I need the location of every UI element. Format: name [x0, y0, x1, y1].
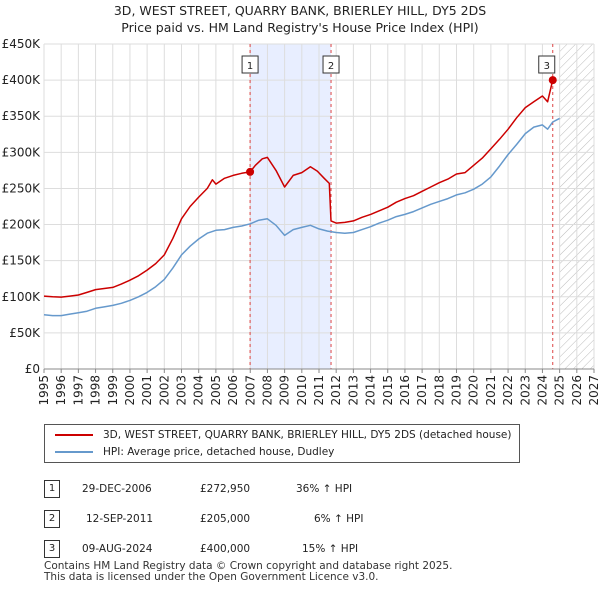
x-tick-label: 2014	[364, 375, 378, 406]
sale-price: £205,000	[200, 513, 251, 525]
chart-title: 3D, WEST STREET, QUARRY BANK, BRIERLEY H…	[113, 3, 487, 18]
sale-point	[548, 76, 557, 85]
sale-label-box: 3	[538, 55, 556, 74]
sale-hpi: 6% ↑ HPI	[314, 513, 364, 525]
x-tick-label: 2025	[553, 375, 567, 406]
sale-number: 3	[44, 540, 60, 558]
x-tick-label: 2013	[346, 375, 360, 406]
legend-entry-price: 3D, WEST STREET, QUARRY BANK, BRIERLEY H…	[55, 427, 511, 443]
sale-label-rect	[241, 55, 259, 74]
sale-price: £272,950	[200, 483, 251, 495]
x-tick-label: 2019	[450, 375, 464, 406]
footer-license: This data is licensed under the Open Gov…	[44, 571, 379, 583]
chart-subtitle: Price paid vs. HM Land Registry's House …	[121, 20, 479, 35]
y-tick-label: £150K	[2, 254, 42, 268]
x-tick-label: 1999	[106, 375, 120, 406]
x-tick-label: 2018	[432, 375, 446, 406]
table-row: 2 12-SEP-2011 £205,000 6% ↑ HPI	[44, 504, 363, 534]
series-line-price	[43, 79, 554, 298]
sale-price: £400,000	[200, 543, 251, 555]
sale-label-rect	[538, 55, 556, 74]
y-tick-label: £250K	[2, 181, 42, 195]
sale-label-box: 2	[322, 55, 340, 74]
y-tick-label: £450K	[2, 37, 42, 51]
x-tick-label: 2001	[140, 375, 154, 406]
x-tick-label: 2003	[175, 375, 189, 406]
legend-entry-hpi: HPI: Average price, detached house, Dudl…	[55, 444, 334, 460]
x-tick-label: 2016	[398, 375, 412, 406]
sale-label-box: 1	[241, 55, 259, 74]
table-row: 1 29-DEC-2006 £272,950 36% ↑ HPI	[44, 474, 363, 504]
sale-label-text: 2	[328, 61, 334, 72]
legend-swatch-price	[55, 434, 93, 436]
sales-table: 1 29-DEC-2006 £272,950 36% ↑ HPI 2 12-SE…	[44, 474, 363, 564]
y-tick-label: £400K	[2, 73, 42, 87]
legend-swatch-hpi	[55, 451, 93, 453]
x-tick-label: 2017	[415, 375, 429, 406]
sale-number: 2	[44, 510, 60, 528]
y-tick-label: £300K	[2, 145, 42, 159]
x-tick-label: 2024	[535, 375, 549, 406]
sale-date: 29-DEC-2006	[82, 483, 152, 495]
sale-number: 1	[44, 480, 60, 498]
shaded-period	[250, 44, 332, 369]
x-tick-label: 2006	[226, 375, 240, 406]
y-tick-label: £50K	[9, 326, 41, 340]
x-tick-label: 2007	[243, 375, 257, 406]
legend: 3D, WEST STREET, QUARRY BANK, BRIERLEY H…	[44, 424, 520, 463]
sale-hpi: 36% ↑ HPI	[296, 483, 353, 495]
x-tick-label: 2023	[518, 375, 532, 406]
y-tick-label: £200K	[2, 218, 42, 232]
x-tick-label: 2027	[587, 375, 600, 406]
x-tick-label: 2002	[157, 375, 171, 406]
x-tick-label: 2010	[295, 375, 309, 406]
x-tick-label: 2020	[467, 375, 481, 406]
x-tick-label: 2005	[209, 375, 223, 406]
x-tick-label: 2015	[381, 375, 395, 406]
sale-date: 12-SEP-2011	[86, 513, 154, 525]
x-tick-label: 2000	[123, 375, 137, 406]
footer: Contains HM Land Registry data © Crown c…	[44, 561, 452, 583]
sale-hpi: 15% ↑ HPI	[302, 543, 359, 555]
x-tick-label: 1996	[54, 375, 68, 406]
x-tick-label: 2021	[484, 375, 498, 406]
x-tick-label: 1997	[71, 375, 85, 406]
x-tick-label: 2008	[260, 375, 274, 406]
sale-date: 09-AUG-2024	[82, 543, 153, 555]
x-tick-label: 2009	[278, 375, 292, 406]
y-tick-label: £350K	[2, 109, 42, 123]
sale-label-text: 3	[544, 61, 550, 72]
legend-label-price: 3D, WEST STREET, QUARRY BANK, BRIERLEY H…	[103, 429, 512, 441]
table-row: 3 09-AUG-2024 £400,000 15% ↑ HPI	[44, 534, 363, 564]
y-tick-label: £100K	[2, 290, 42, 304]
x-tick-label: 1995	[37, 375, 51, 406]
footer-copyright: Contains HM Land Registry data © Crown c…	[44, 560, 453, 572]
x-tick-label: 2004	[192, 375, 206, 406]
x-tick-label: 2022	[501, 375, 515, 406]
y-tick-label: £0	[25, 362, 40, 376]
legend-label-hpi: HPI: Average price, detached house, Dudl…	[103, 446, 335, 458]
chart-area: 1 2 3 £0 £50K £100K £150K £200K £250K £300K £350K £…	[2, 37, 600, 406]
x-tick-label: 2012	[329, 375, 343, 406]
x-tick-label: 2026	[570, 375, 584, 406]
x-tick-label: 2011	[312, 375, 326, 406]
sale-label-text: 1	[247, 61, 253, 72]
sale-label-rect	[322, 55, 340, 74]
x-tick-label: 1998	[89, 375, 103, 406]
series-line-hpi	[43, 117, 560, 317]
sale-point	[246, 167, 255, 176]
